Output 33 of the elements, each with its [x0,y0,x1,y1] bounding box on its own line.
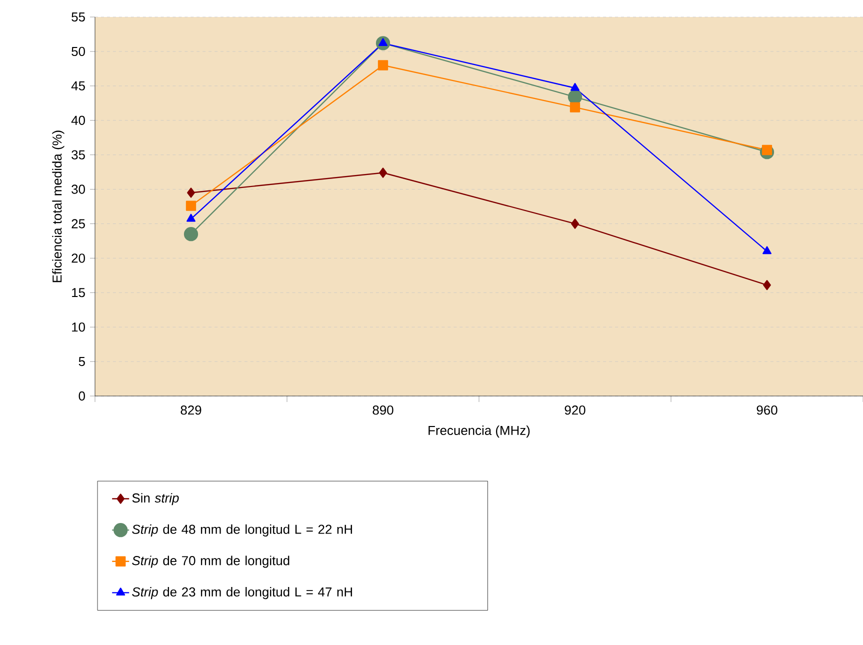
legend-label: Sin strip [132,493,179,506]
y-tick-label: 40 [71,116,85,125]
point [186,214,196,222]
point [763,280,771,290]
point [187,188,195,198]
point [379,168,387,178]
legend-label: Strip de 23 mm de longitud L = 47 nH [132,587,352,600]
y-tick-label: 35 [72,150,85,160]
y-tick-label: 10 [72,322,85,332]
x-tick-label: 920 [564,406,586,415]
point [571,218,579,229]
y-tick-label: 30 [72,184,85,194]
y-tick-label: 15 [72,288,85,298]
point [184,226,198,242]
y-tick-label: 25 [72,219,85,228]
legend-label: Strip de 70 mm de longitud [132,556,290,568]
point [186,200,196,211]
point [570,82,580,91]
legend-label: Strip de 48 mm de longitud L = 22 nH [132,524,352,536]
y-tick-label: 20 [72,254,85,263]
point [762,246,772,254]
y-tick-label: 50 [72,46,85,56]
point [570,102,580,112]
y-tick-label: 45 [71,81,85,90]
y-tick-label: 0 [78,391,85,401]
x-tick-label: 829 [180,406,202,415]
x-axis-title: Frecuencia (MHz) [428,426,530,438]
y-tick-label: 55 [72,12,85,22]
x-tick-label: 960 [756,406,778,415]
y-tick-label: 5 [78,357,85,366]
point [378,60,388,70]
x-tick-label: 890 [372,406,394,415]
y-axis-title: Eficiencia total medida (%) [52,130,64,282]
